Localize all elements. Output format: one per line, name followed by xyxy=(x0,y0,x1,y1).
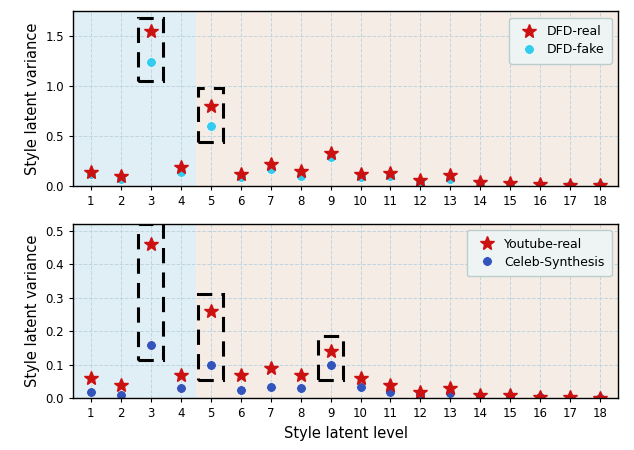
X-axis label: Style latent level: Style latent level xyxy=(283,426,408,441)
Bar xyxy=(196,11,618,185)
Legend: DFD-real, DFD-fake: DFD-real, DFD-fake xyxy=(509,18,612,63)
Bar xyxy=(138,18,164,81)
Y-axis label: Style latent variance: Style latent variance xyxy=(25,235,40,387)
Bar xyxy=(198,88,223,142)
Bar xyxy=(73,11,196,185)
Bar xyxy=(138,224,164,360)
Y-axis label: Style latent variance: Style latent variance xyxy=(25,22,40,175)
Bar xyxy=(318,336,343,380)
Bar xyxy=(198,294,223,380)
Bar xyxy=(196,224,618,398)
Legend: Youtube-real, Celeb-Synthesis: Youtube-real, Celeb-Synthesis xyxy=(467,230,612,276)
Bar xyxy=(73,224,196,398)
